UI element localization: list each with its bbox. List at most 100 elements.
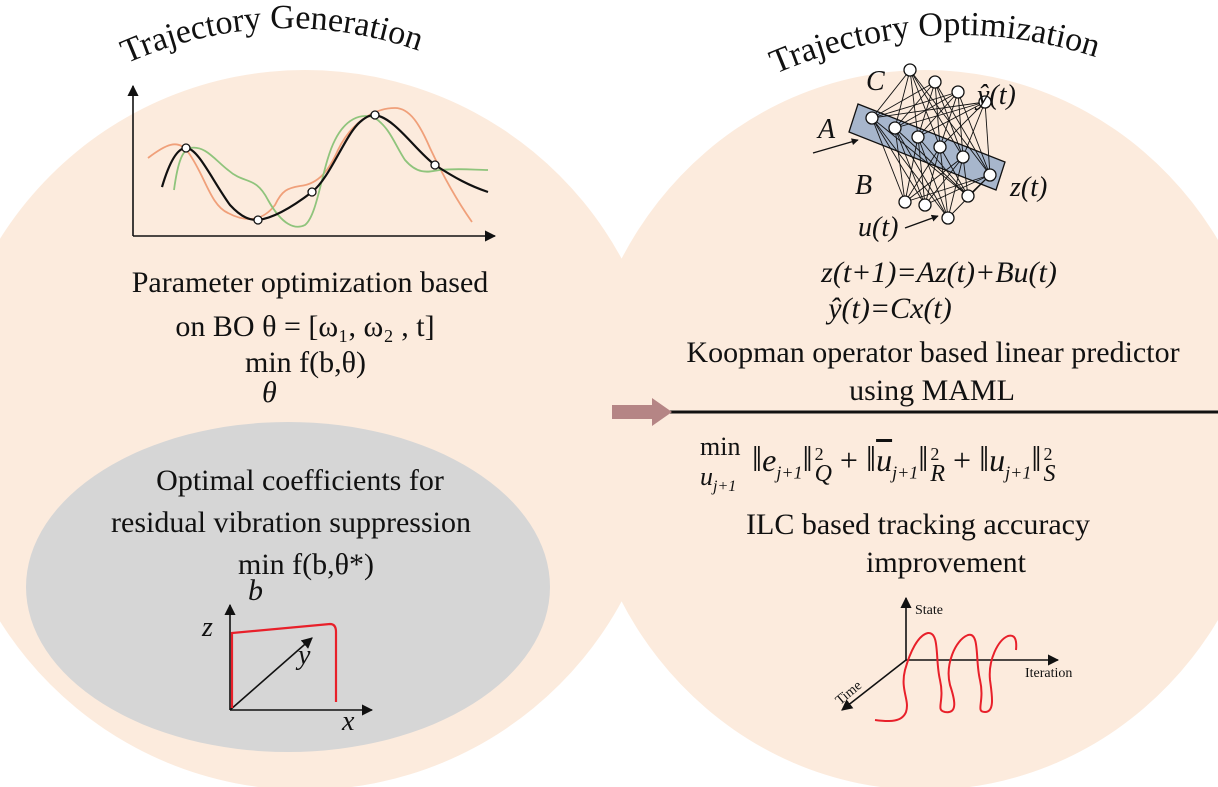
network-node (933, 140, 947, 154)
ilc-line1: ILC based tracking accuracy (746, 508, 1090, 541)
network-edge (939, 146, 949, 219)
cost-term-weight: Q (814, 460, 832, 487)
network-edge (909, 69, 941, 148)
network-edge (939, 101, 986, 148)
inner-gray-ellipse (26, 422, 550, 752)
waypoint (307, 187, 317, 197)
cost-term-var: u (989, 442, 1006, 478)
inner-line1: Optimal coefficients for (156, 464, 444, 497)
waypoint (430, 160, 440, 170)
axis-label-y: y (298, 640, 311, 671)
waypoint (370, 110, 380, 120)
y-axis (229, 637, 313, 711)
network-node (961, 189, 975, 203)
cost-plus: + (953, 442, 972, 478)
cost-min-sub-var: u (700, 462, 713, 491)
input-arrow-u (904, 214, 939, 229)
label-z: z(t) (1010, 172, 1048, 203)
inner-objective-sub: b (248, 574, 263, 607)
network-edge (894, 101, 986, 129)
right-caption-line2: using MAML (849, 374, 1015, 407)
network-edge (894, 127, 926, 206)
left-objective: min f(b,θ) (245, 346, 367, 379)
network-edge (894, 127, 906, 203)
network-edge (917, 136, 969, 197)
right-blob (580, 70, 1218, 787)
orange-curve (147, 107, 473, 223)
right-caption-line1: Koopman operator based linear predictor (686, 336, 1180, 369)
inner-line2: residual vibration suppression (111, 506, 471, 539)
network-node (928, 75, 942, 89)
network-edge (904, 146, 941, 203)
axis-label-x: x (342, 706, 355, 737)
cost-term-weight: R (930, 460, 946, 487)
left-objective-sub: θ (262, 376, 277, 409)
network-edge (871, 91, 959, 119)
axis-label-z: z (202, 612, 213, 643)
network-edge (984, 101, 991, 176)
trajectory-plot (127, 84, 497, 242)
label-a: A (818, 114, 836, 145)
label-b: B (855, 170, 873, 201)
label-u: u(t) (858, 212, 899, 243)
ilc-red-curves (874, 632, 1018, 722)
network-edge (924, 174, 991, 206)
waypoints (181, 110, 440, 225)
network-edge (871, 69, 911, 119)
cost-term-power: 2 (930, 443, 940, 464)
network-edge (871, 101, 986, 119)
cost-min: min (700, 432, 741, 461)
network-edge (894, 69, 911, 129)
cost-terms: ‖ej+1‖ 2 Q + ‖uj+1‖ 2 R + ‖uj+1‖ 2 S (752, 438, 1056, 487)
network-edge (957, 91, 964, 158)
xyz-axes (224, 603, 374, 716)
input-arrow-a (812, 138, 859, 154)
cost-term-power: 2 (814, 443, 824, 464)
label-y-hat: ŷ(t) (977, 80, 1016, 111)
network-edge (939, 146, 969, 197)
network-edge (962, 101, 986, 158)
left-caption-line2: on BO θ = [ω₁, ω₂ , t] (175, 310, 435, 343)
network-edge (917, 136, 949, 219)
cost-min-sub-idx: j+1 (713, 478, 737, 496)
network-edge (909, 69, 919, 138)
network-edge (904, 156, 964, 203)
network-edge (917, 91, 959, 138)
network-edge (904, 174, 991, 203)
network-node (918, 198, 932, 212)
network-node (941, 211, 955, 225)
inner-objective: min f(b,θ*) (238, 548, 375, 581)
equation-2: ŷ(t)=Cx(t) (828, 292, 952, 325)
ilc-plot (841, 596, 1060, 722)
ilc-time-axis (841, 659, 907, 711)
network-node (978, 95, 992, 109)
network-edge (871, 81, 936, 119)
network-node (956, 150, 970, 164)
network-edge (909, 69, 964, 158)
network-node (951, 85, 965, 99)
network-node (865, 111, 879, 125)
ilc-label-state: State (915, 603, 943, 618)
cost-term: ‖ej+1‖ 2 Q (752, 439, 832, 487)
waypoint (181, 143, 191, 153)
cost-term-weight: S (1043, 460, 1056, 487)
network-node (983, 168, 997, 182)
label-c: C (866, 66, 885, 97)
green-curve (173, 115, 489, 228)
cost-term-var: e (762, 442, 777, 478)
network-edge (924, 156, 964, 206)
network-edge (947, 156, 964, 219)
network-edge (904, 136, 919, 203)
waypoint (253, 215, 263, 225)
cost-term-idx: j+1 (892, 462, 919, 483)
network-edge (917, 136, 926, 206)
cost-term-idx: j+1 (1005, 462, 1032, 483)
cost-term: ‖uj+1‖ 2 R (865, 439, 946, 487)
cost-plus: + (839, 442, 858, 478)
network-node (911, 130, 925, 144)
red-trajectory (230, 622, 338, 708)
network-edge (917, 101, 986, 138)
network-edge (934, 81, 991, 176)
